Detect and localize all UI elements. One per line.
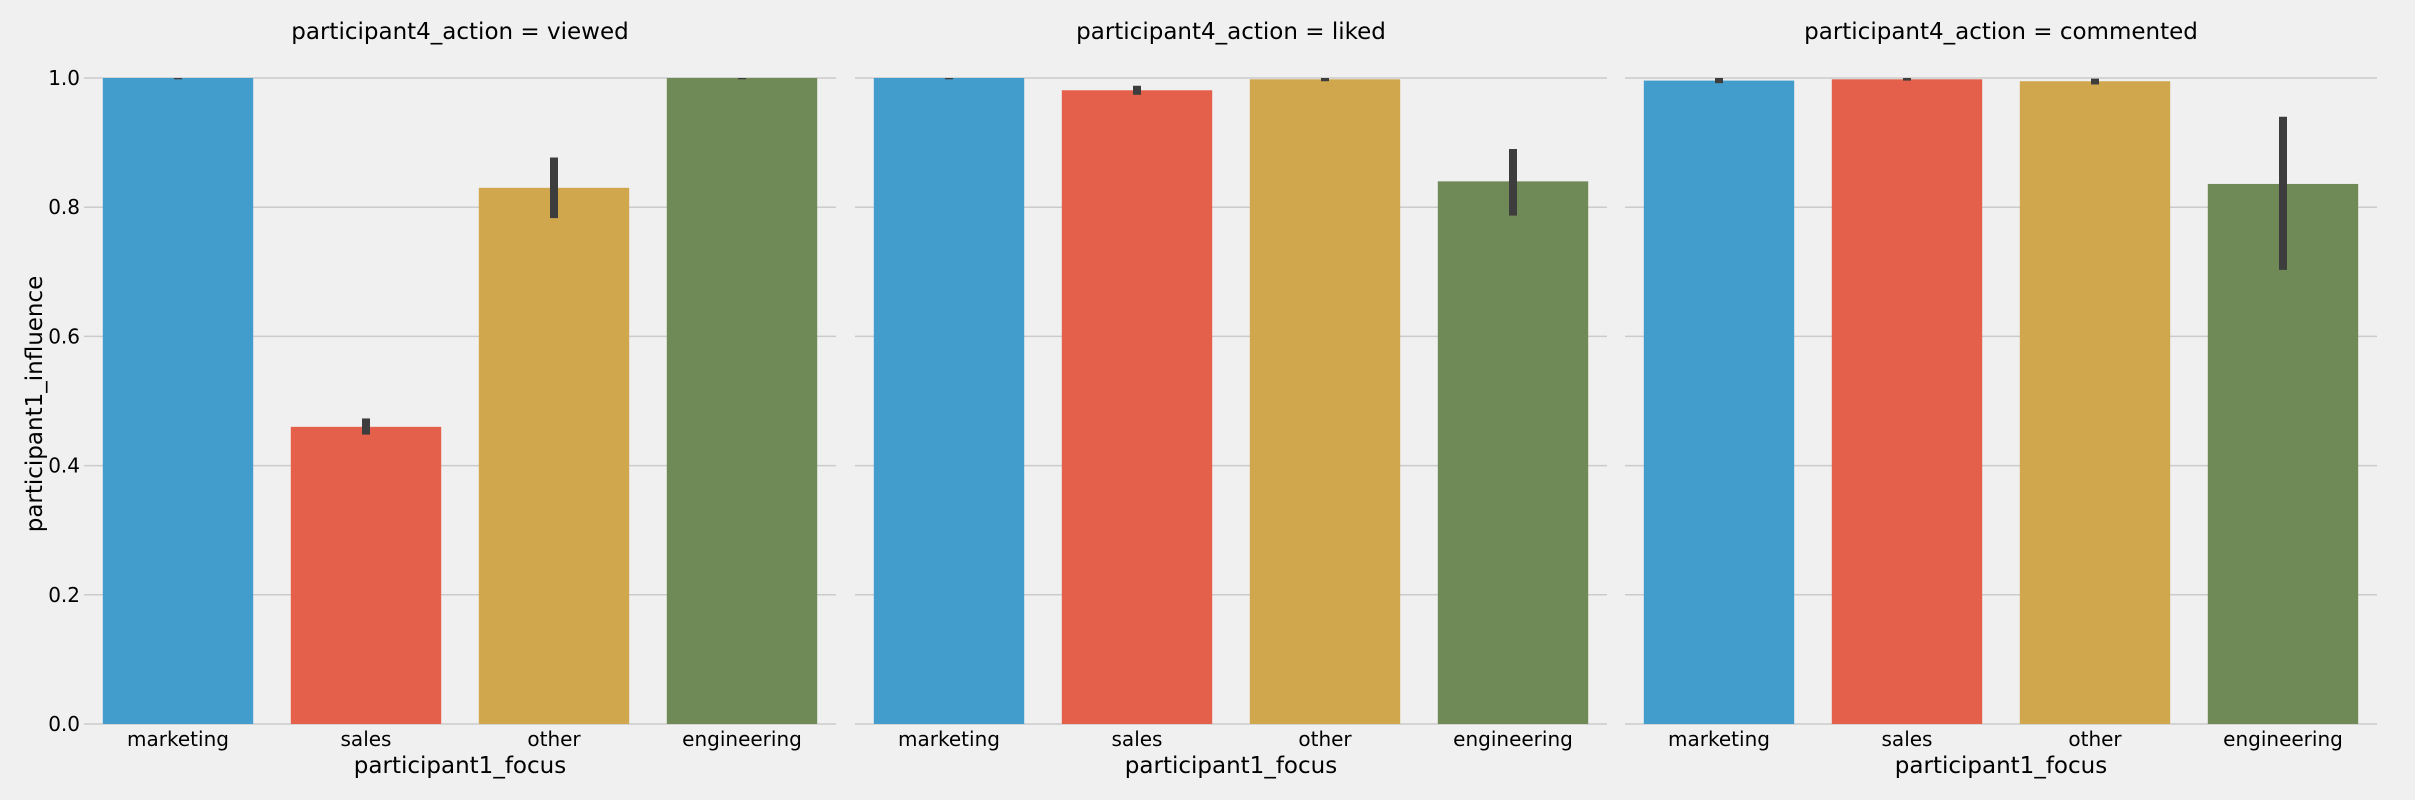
x-tick-label: engineering	[1453, 727, 1573, 751]
bar	[666, 78, 818, 724]
x-tick-label: marketing	[127, 727, 229, 751]
bar	[290, 426, 442, 724]
bar	[873, 78, 1025, 724]
x-tick-label: engineering	[682, 727, 802, 751]
y-tick-label: 0.6	[48, 324, 80, 348]
facet-panel: participant4_action = liked marketing sale…	[855, 19, 1607, 779]
facet-panel: participant4_action = commented marketing…	[1625, 19, 2377, 779]
bar	[102, 78, 254, 724]
x-tick-label: sales	[1112, 727, 1163, 751]
x-tick-label: engineering	[2223, 727, 2343, 751]
panel-title: participant4_action = viewed	[291, 19, 628, 45]
x-axis-label: participant1_focus	[354, 753, 566, 779]
y-tick-label: 0.0	[48, 712, 80, 736]
bar	[1061, 90, 1213, 725]
y-tick-label: 1.0	[48, 66, 80, 90]
y-axis-label: participant1_influence	[22, 276, 48, 533]
facet-panels: participant4_action = viewed marketing sal…	[48, 19, 2377, 779]
x-tick-label: sales	[341, 727, 392, 751]
x-axis-label: participant1_focus	[1895, 753, 2107, 779]
x-axis-label: participant1_focus	[1125, 753, 1337, 779]
bar	[1643, 80, 1795, 725]
x-tick-label: marketing	[1668, 727, 1770, 751]
x-tick-label: sales	[1882, 727, 1933, 751]
x-tick-label: other	[1298, 727, 1352, 751]
facet-panel: participant4_action = viewed marketing sal…	[84, 19, 836, 779]
x-tick-label: marketing	[898, 727, 1000, 751]
bar	[2019, 81, 2171, 725]
panel-title: participant4_action = liked	[1076, 19, 1386, 45]
x-tick-label: other	[2068, 727, 2122, 751]
panel-title: participant4_action = commented	[1804, 19, 2198, 45]
bar	[478, 187, 630, 724]
bar	[1249, 79, 1401, 725]
x-tick-label: other	[527, 727, 581, 751]
y-tick-label: 0.2	[48, 583, 80, 607]
bar	[1437, 181, 1589, 725]
bar	[1831, 79, 1983, 725]
bar	[2207, 183, 2359, 725]
y-tick-label: 0.8	[48, 195, 80, 219]
y-tick-label: 0.4	[48, 454, 80, 478]
